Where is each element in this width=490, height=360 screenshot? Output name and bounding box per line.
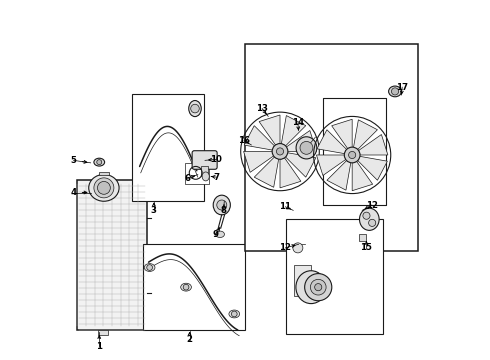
FancyBboxPatch shape: [192, 151, 217, 169]
Text: 1: 1: [96, 342, 102, 351]
Polygon shape: [254, 157, 279, 187]
Circle shape: [231, 311, 237, 317]
Circle shape: [97, 159, 102, 165]
Ellipse shape: [216, 231, 224, 238]
Text: 2: 2: [187, 335, 193, 344]
Bar: [359, 234, 366, 242]
Ellipse shape: [181, 283, 192, 291]
Text: 9: 9: [213, 230, 219, 239]
Circle shape: [348, 152, 356, 158]
Bar: [77, 180, 147, 330]
Polygon shape: [317, 130, 346, 154]
Text: 5: 5: [71, 156, 76, 165]
Circle shape: [191, 104, 199, 113]
Bar: [132, 94, 204, 202]
Circle shape: [310, 279, 326, 295]
Ellipse shape: [189, 100, 201, 117]
Text: 12: 12: [366, 201, 378, 210]
Bar: [201, 166, 208, 176]
Ellipse shape: [296, 137, 317, 159]
Bar: [143, 244, 245, 330]
Ellipse shape: [293, 243, 303, 253]
Text: 12: 12: [279, 243, 292, 252]
Polygon shape: [332, 119, 352, 149]
Polygon shape: [281, 116, 306, 146]
Polygon shape: [358, 156, 388, 180]
Circle shape: [300, 141, 313, 154]
Circle shape: [276, 148, 284, 155]
Circle shape: [98, 181, 110, 194]
Circle shape: [147, 265, 152, 270]
Polygon shape: [359, 135, 388, 155]
Bar: [294, 265, 311, 296]
Polygon shape: [244, 152, 273, 172]
Polygon shape: [327, 161, 351, 190]
Circle shape: [315, 284, 322, 291]
Circle shape: [217, 200, 227, 210]
Circle shape: [183, 284, 189, 290]
Text: 17: 17: [396, 83, 408, 92]
Bar: [98, 172, 109, 175]
Text: 16: 16: [238, 136, 250, 145]
Text: 6: 6: [185, 174, 191, 183]
Bar: [323, 98, 387, 205]
Text: 15: 15: [361, 243, 372, 252]
Circle shape: [344, 147, 360, 163]
Polygon shape: [352, 161, 373, 191]
Circle shape: [392, 88, 398, 95]
Polygon shape: [353, 120, 377, 149]
Ellipse shape: [360, 208, 379, 230]
Text: 7: 7: [213, 173, 220, 182]
Bar: [185, 163, 209, 184]
Ellipse shape: [229, 310, 240, 318]
Text: 14: 14: [292, 118, 304, 127]
Bar: [245, 44, 418, 251]
Text: 4: 4: [71, 188, 76, 197]
Circle shape: [94, 178, 114, 198]
Ellipse shape: [144, 264, 155, 271]
Polygon shape: [287, 131, 317, 152]
Bar: [286, 219, 383, 334]
Polygon shape: [317, 155, 346, 175]
Polygon shape: [244, 126, 274, 150]
Ellipse shape: [389, 86, 401, 97]
Ellipse shape: [89, 175, 119, 201]
Text: 11: 11: [279, 202, 292, 211]
Text: 8: 8: [220, 206, 226, 215]
Bar: [98, 330, 108, 336]
Circle shape: [363, 212, 370, 219]
Text: 3: 3: [151, 206, 157, 215]
Circle shape: [305, 274, 332, 301]
Polygon shape: [280, 158, 301, 188]
Polygon shape: [286, 153, 316, 177]
Ellipse shape: [94, 158, 104, 166]
Ellipse shape: [296, 271, 326, 303]
Text: 10: 10: [211, 155, 222, 164]
Circle shape: [368, 219, 376, 226]
Polygon shape: [259, 115, 280, 145]
Circle shape: [272, 144, 288, 159]
Ellipse shape: [213, 195, 230, 215]
Ellipse shape: [202, 172, 209, 181]
Text: 13: 13: [256, 104, 268, 113]
